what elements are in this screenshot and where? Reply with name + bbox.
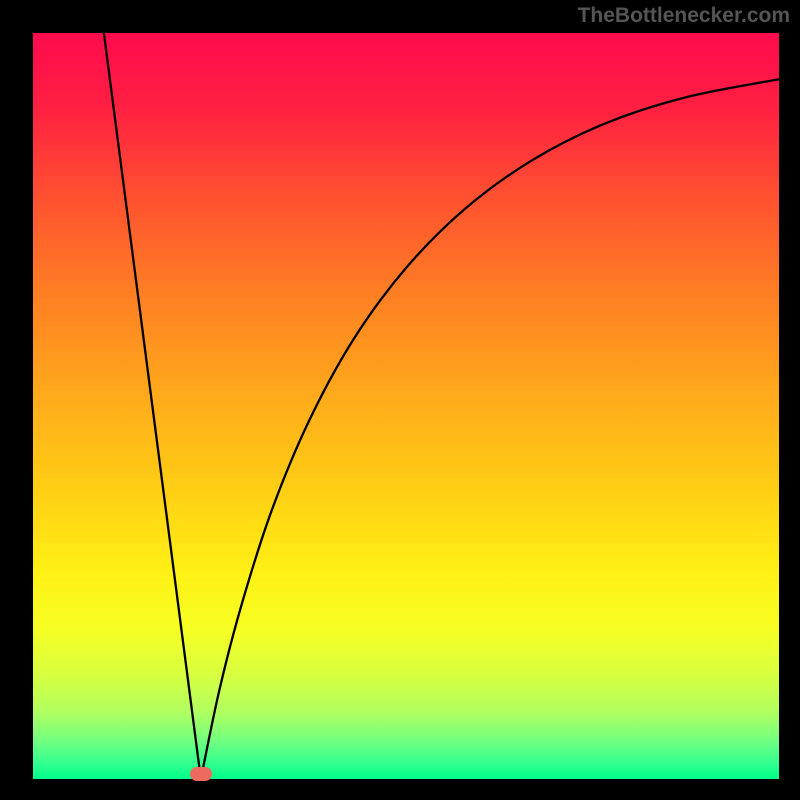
valley-marker: [190, 767, 212, 781]
bottleneck-curve: [104, 33, 779, 779]
curve-layer: [33, 33, 779, 779]
plot-area: [33, 33, 779, 779]
watermark-text: TheBottlenecker.com: [578, 4, 790, 28]
chart-container: TheBottlenecker.com: [0, 0, 800, 800]
